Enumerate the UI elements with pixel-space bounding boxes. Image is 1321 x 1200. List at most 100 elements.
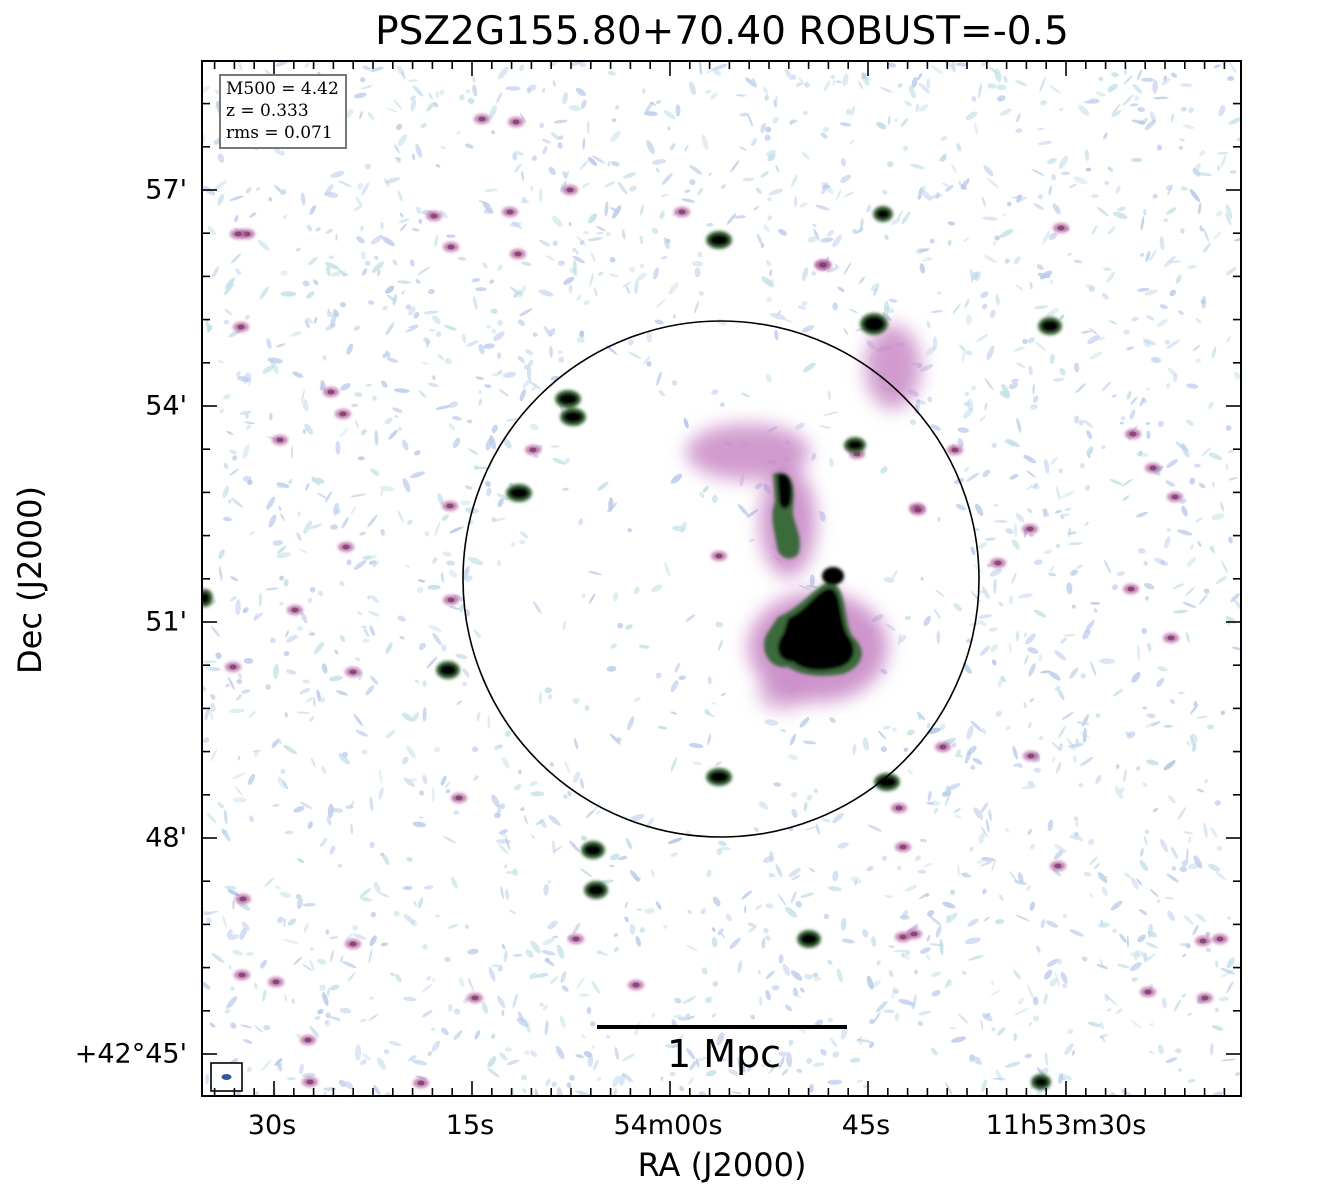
noise-speckle [717, 840, 727, 847]
noise-speckle [908, 85, 916, 99]
noise-speckle [415, 278, 421, 285]
noise-speckle [856, 227, 864, 234]
noise-speckle [992, 659, 997, 666]
noise-speckle [1220, 710, 1226, 715]
noise-speckle [520, 531, 529, 539]
noise-speckle [393, 99, 403, 110]
noise-speckle [1029, 1021, 1032, 1027]
noise-speckle [823, 80, 831, 92]
noise-speckle [1090, 661, 1097, 677]
noise-speckle [689, 179, 696, 186]
noise-speckle [1119, 787, 1125, 793]
noise-speckle [1067, 527, 1072, 538]
faint-point-source-core [506, 209, 514, 215]
y-tick-label: 57' [145, 174, 187, 206]
noise-speckle [1096, 206, 1109, 217]
noise-speckle [980, 826, 988, 838]
noise-speckle [1174, 1048, 1182, 1054]
noise-speckle [418, 390, 427, 399]
noise-speckle [618, 855, 628, 861]
noise-speckle [1078, 419, 1084, 426]
beam-ellipse [221, 1074, 232, 1080]
noise-speckle [413, 450, 421, 456]
noise-speckle [498, 843, 509, 855]
noise-speckle [1198, 202, 1202, 215]
noise-speckle [522, 1088, 527, 1094]
noise-speckle [1189, 189, 1201, 202]
noise-speckle [541, 950, 556, 956]
noise-speckle [519, 308, 533, 317]
noise-speckle [774, 95, 778, 108]
noise-speckle [982, 1013, 993, 1022]
noise-speckle [811, 270, 817, 276]
noise-speckle [1025, 633, 1036, 645]
noise-speckle [1153, 96, 1169, 100]
noise-speckle [668, 282, 679, 295]
noise-speckle [386, 107, 398, 113]
noise-speckle [577, 62, 586, 68]
noise-speckle [657, 726, 668, 730]
noise-speckle [1061, 1074, 1073, 1081]
noise-speckle [458, 976, 465, 988]
noise-speckle [309, 204, 316, 215]
noise-speckle [1166, 528, 1171, 532]
noise-speckle [1189, 734, 1197, 750]
noise-speckle [210, 702, 216, 712]
noise-speckle [1171, 866, 1177, 871]
noise-speckle [1166, 339, 1180, 349]
noise-speckle [1142, 706, 1147, 710]
noise-speckle [667, 126, 671, 131]
noise-speckle [307, 257, 318, 266]
faint-point-source-core [572, 936, 580, 942]
noise-speckle [982, 727, 987, 736]
noise-speckle [426, 101, 435, 112]
noise-speckle [1058, 155, 1069, 169]
noise-speckle [675, 104, 681, 117]
noise-speckle [1145, 387, 1151, 391]
noise-speckle [901, 909, 909, 920]
noise-speckle [1183, 915, 1194, 925]
faint-point-source-core [447, 597, 455, 603]
noise-speckle [450, 526, 465, 534]
noise-speckle [696, 1056, 712, 1062]
noise-speckle [661, 172, 673, 185]
noise-speckle [1140, 253, 1145, 257]
noise-speckle [870, 283, 880, 292]
noise-speckle [879, 86, 893, 93]
noise-speckle [1095, 774, 1102, 784]
noise-speckle [716, 318, 727, 326]
noise-speckle [969, 846, 974, 852]
noise-speckle [428, 329, 436, 332]
noise-speckle [549, 345, 553, 358]
noise-speckle [519, 113, 526, 123]
noise-speckle [501, 1009, 505, 1017]
noise-speckle [663, 924, 668, 929]
noise-speckle [234, 786, 244, 797]
noise-speckle [1137, 934, 1146, 943]
noise-speckle [441, 514, 449, 521]
noise-speckle [238, 62, 243, 72]
noise-speckle [1159, 838, 1169, 853]
noise-speckle [412, 85, 424, 97]
noise-speckle [1093, 608, 1098, 613]
noise-speckle [210, 749, 218, 762]
noise-speckle [1116, 571, 1125, 577]
noise-speckle [596, 810, 601, 815]
noise-speckle [325, 323, 336, 331]
noise-speckle [1145, 250, 1151, 262]
noise-speckle [1215, 210, 1223, 217]
noise-speckle [904, 615, 911, 621]
noise-speckle [778, 893, 787, 906]
noise-speckle [1173, 999, 1181, 1012]
noise-speckle [342, 751, 348, 758]
noise-speckle [945, 912, 958, 924]
noise-speckle [407, 778, 418, 782]
noise-speckle [490, 1033, 496, 1040]
noise-speckle [1046, 307, 1059, 318]
noise-speckle [530, 186, 534, 192]
noise-speckle [427, 584, 441, 590]
noise-speckle [1089, 328, 1098, 335]
noise-speckle [964, 350, 973, 356]
noise-speckle [918, 82, 931, 94]
noise-speckle [538, 691, 543, 705]
